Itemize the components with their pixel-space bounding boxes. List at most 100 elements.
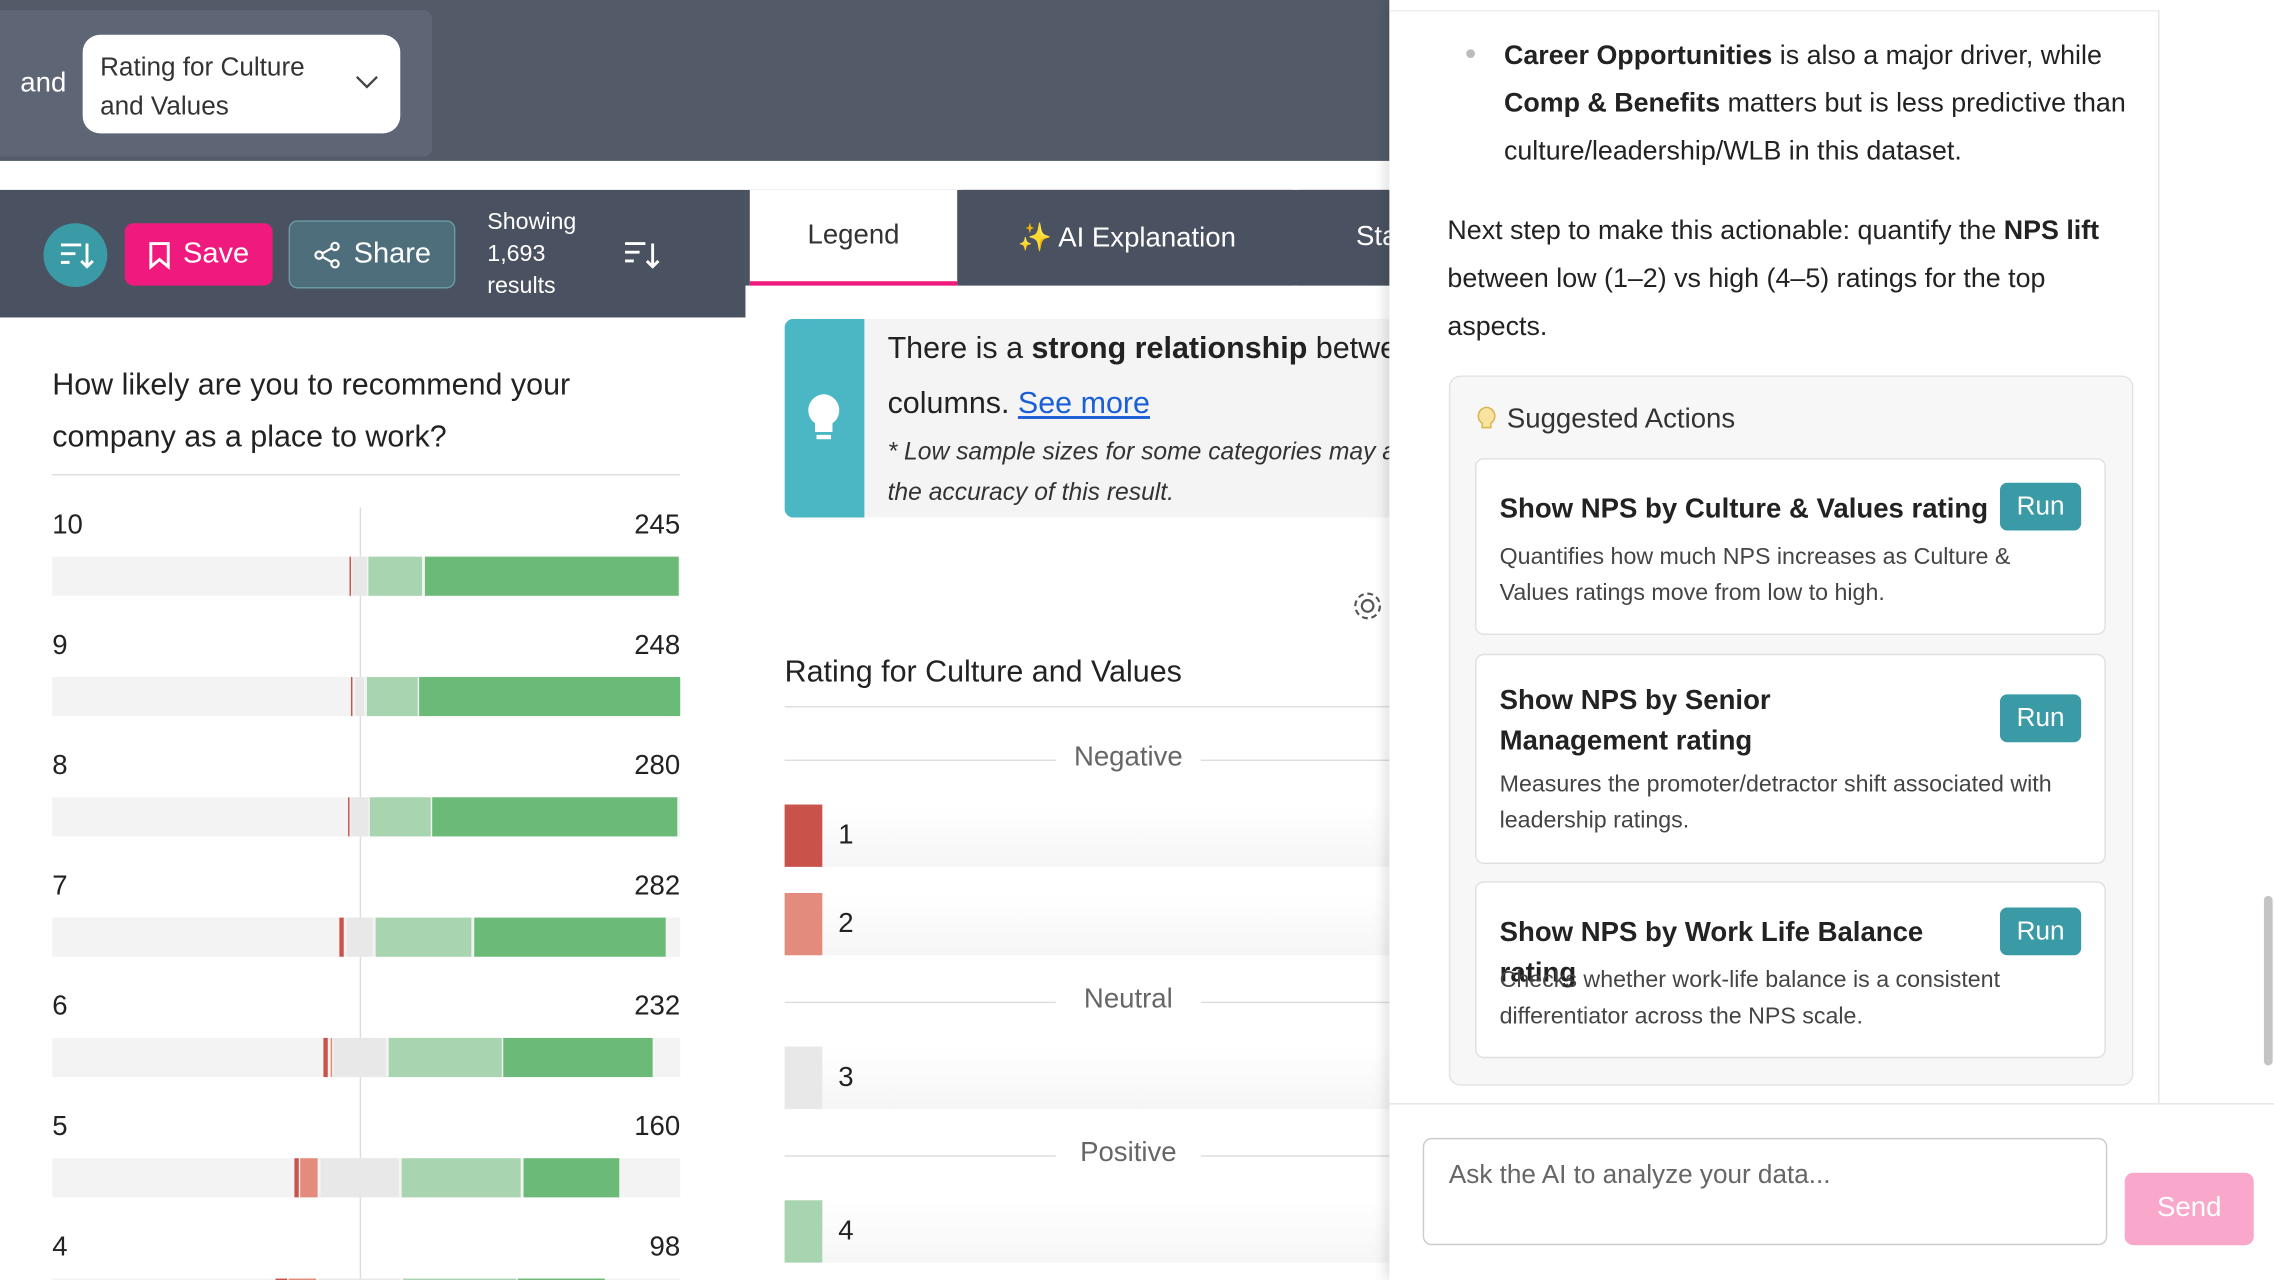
run-button[interactable]: Run — [1999, 482, 2082, 531]
tab[interactable]: Legend — [749, 189, 958, 286]
row-count: 232 — [634, 991, 681, 1022]
bar-segment — [375, 917, 472, 957]
divider — [52, 474, 681, 476]
question: How likely are you to recommend your com… — [52, 368, 571, 454]
text-segment: between these two columns. — [887, 331, 1390, 421]
save-button[interactable]: Save — [124, 223, 273, 286]
row-label: 6 — [52, 991, 68, 1022]
row-label: 5 — [52, 1111, 68, 1143]
legend-group: Positive — [1055, 1137, 1201, 1170]
divider — [2158, 10, 2160, 1104]
chevron-icon — [355, 76, 378, 89]
next-step-text: Next step to make this actionable: quant… — [1447, 206, 2129, 350]
text-segment: strong relationship — [1031, 331, 1308, 366]
bar-segment — [473, 917, 666, 957]
row-count: 245 — [634, 510, 681, 541]
row-count: 282 — [634, 871, 681, 902]
bar-segment — [346, 917, 373, 957]
chat-input[interactable]: Ask the AI to analyze your data... — [1422, 1137, 2108, 1246]
center-line — [359, 507, 362, 1280]
filter-prefix: and — [20, 68, 67, 99]
suggested-title: Suggested Actions — [1506, 404, 1736, 435]
action-desc: Measures the promoter/detractor shift as… — [1499, 772, 2052, 834]
bar-chart: 10 245 9 248 8 280 7 282 6 232 5 160 4 98 — [0, 0, 745, 1280]
row-label: 8 — [52, 750, 68, 782]
row-count: 280 — [634, 750, 681, 782]
tab[interactable]: Sta — [1298, 189, 1390, 286]
legend-row — [784, 1046, 1390, 1109]
share-label: Share — [353, 237, 432, 270]
bullet-dot — [1466, 49, 1475, 58]
bar-segment — [432, 797, 678, 837]
send-button[interactable]: Send — [2124, 1172, 2254, 1246]
text-segment: is also a major driver, while — [1772, 39, 2102, 70]
bar-segment — [503, 1037, 653, 1078]
link[interactable]: See more — [1017, 387, 1150, 421]
bulb-icon — [1477, 406, 1496, 429]
bar-segment — [333, 1037, 386, 1078]
bar-segment — [275, 1278, 287, 1280]
bar-segment — [320, 1158, 400, 1198]
callout: There is a strong relationship between t… — [784, 318, 1390, 518]
bookmark-icon — [149, 241, 170, 269]
bar-segment — [351, 676, 353, 717]
row-count: 160 — [634, 1111, 681, 1143]
bar-segment — [288, 1278, 317, 1280]
row-label: 7 — [52, 871, 68, 902]
bar-segment — [366, 676, 418, 717]
bar-segment — [351, 797, 368, 837]
bar-segment — [403, 1278, 517, 1280]
run-button[interactable]: Run — [1999, 694, 2082, 743]
legend-label: 3 — [838, 1062, 854, 1093]
legend-label: 1 — [838, 820, 854, 851]
row-label: 9 — [52, 630, 68, 662]
text-segment: Comp & Benefits — [1503, 86, 1721, 118]
action-card — [1474, 653, 2106, 864]
callout-note: * Low sample sizes for some categories m… — [887, 437, 1390, 506]
row-label: 10 — [52, 510, 83, 541]
bar-segment — [518, 1278, 605, 1280]
bar-segment — [348, 797, 350, 837]
legend-swatch — [784, 892, 823, 956]
share-button[interactable]: Share — [288, 220, 456, 289]
text-segment: matters but is less predictive than cult… — [1503, 86, 2126, 166]
legend-row — [784, 892, 1390, 956]
bulb-icon — [808, 394, 840, 440]
sort-button[interactable] — [43, 223, 108, 288]
sort-icon — [60, 243, 94, 269]
run-button[interactable]: Run — [1999, 907, 2082, 956]
tab[interactable]: ✨ AI Explanation — [961, 189, 1293, 286]
bar-segment — [523, 1158, 620, 1198]
text-segment: Career Opportunities — [1503, 39, 1773, 70]
bar-segment — [318, 1278, 401, 1280]
bar-segment — [401, 1158, 521, 1198]
dropdown[interactable]: Rating for Culture and Values — [82, 34, 401, 134]
callout-text: There is a strong relationship between t… — [888, 322, 1390, 432]
bar-segment — [388, 1037, 502, 1078]
legend-label: 2 — [838, 908, 854, 940]
bar-segment — [349, 556, 351, 596]
action-desc: Quantifies how much NPS increases as Cul… — [1499, 545, 2011, 606]
save-label: Save — [183, 237, 250, 270]
bar-segment — [293, 1158, 299, 1198]
action-title: Show NPS by Culture & Values rating — [1499, 494, 1989, 525]
action-title: Show NPS by Senior Management rating — [1499, 685, 1771, 757]
scrollbar — [2263, 895, 2273, 1066]
dropdown-text: Rating for Culture and Values — [100, 52, 305, 121]
legend-group: Negative — [1055, 742, 1201, 775]
text-segment: NPS lift — [2003, 214, 2100, 245]
text-segment: Next step to make this actionable: quant… — [1447, 214, 2004, 245]
legend-group: Neutral — [1055, 984, 1201, 1017]
divider — [1389, 1103, 2274, 1105]
sort-icon[interactable] — [621, 238, 662, 273]
bar-segment — [353, 556, 367, 596]
bar-segment — [354, 676, 365, 717]
row-count: 98 — [649, 1232, 681, 1263]
legend-title: Rating for Culture and Values — [784, 655, 1182, 689]
settings-icon[interactable] — [1352, 590, 1384, 622]
bar-segment — [424, 556, 679, 596]
callout-accent — [784, 318, 865, 518]
text-segment: There is a — [887, 331, 1032, 366]
